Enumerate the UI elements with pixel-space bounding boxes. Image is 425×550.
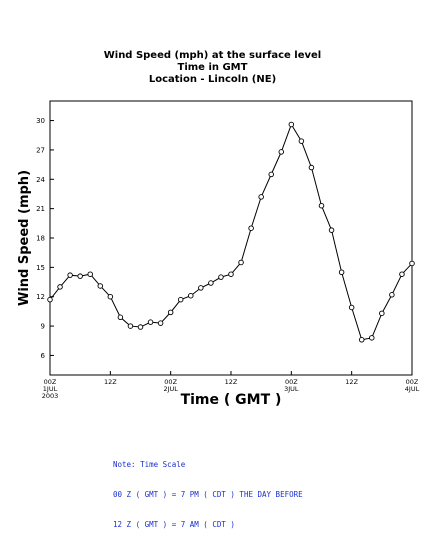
x-tick-label: 12Z	[225, 378, 238, 386]
data-point	[218, 274, 224, 280]
data-point	[107, 293, 114, 300]
y-axis-label: Wind Speed (mph)	[17, 170, 32, 306]
x-tick-label: 3JUL	[284, 385, 299, 393]
x-tick-label: 00Z	[44, 378, 57, 386]
data-point	[288, 121, 295, 128]
data-point	[127, 323, 134, 329]
y-tick-label: 6	[41, 352, 46, 360]
y-tick-label: 21	[36, 205, 45, 213]
x-tick-label: 2003	[42, 392, 59, 400]
chart-title: Wind Speed (mph) at the surface level	[103, 50, 322, 61]
data-point	[268, 171, 274, 178]
note-line: 12 Z ( GMT ) = 7 AM ( CDT )	[113, 520, 235, 529]
series-points	[47, 121, 415, 343]
data-point	[248, 225, 254, 231]
data-point	[348, 304, 355, 311]
note-line: 00 Z ( GMT ) = 7 PM ( CDT ) THE DAY BEFO…	[113, 490, 303, 499]
data-point	[188, 292, 194, 299]
data-point	[328, 227, 335, 233]
data-point	[117, 314, 124, 321]
series-line	[49, 123, 413, 341]
data-point	[338, 269, 345, 276]
data-point	[228, 271, 234, 277]
data-point	[47, 296, 53, 303]
data-point	[167, 309, 174, 316]
data-point	[97, 283, 104, 289]
data-point	[358, 337, 365, 343]
plot-frame	[49, 100, 413, 376]
note-line: Note: Time Scale	[113, 460, 186, 469]
data-point	[399, 271, 405, 277]
data-point	[57, 284, 63, 290]
x-tick-label: 00Z	[285, 378, 298, 386]
x-tick-label: 12Z	[104, 378, 117, 386]
y-tick-label: 24	[36, 176, 45, 184]
data-point	[157, 320, 164, 326]
y-tick-label: 30	[36, 117, 45, 125]
y-tick-label: 15	[36, 264, 45, 272]
x-tick-label: 2JUL	[163, 385, 178, 393]
time-scale-note: Note: Time Scale 00 Z ( GMT ) = 7 PM ( C…	[113, 440, 303, 540]
x-axis-label: Time ( GMT )	[181, 392, 282, 408]
data-point	[198, 285, 204, 291]
x-tick-label: 12Z	[345, 378, 358, 386]
data-point	[298, 138, 305, 144]
data-point	[67, 272, 73, 278]
y-axis: 6 9 12 15 18 21 24 27 30	[36, 117, 54, 360]
y-tick-label: 27	[36, 146, 45, 154]
x-tick-label: 00Z	[164, 378, 177, 386]
data-point	[389, 292, 395, 298]
data-point	[208, 280, 214, 286]
chart-title-block: Wind Speed (mph) at the surface level Ti…	[0, 50, 425, 86]
x-tick-label: 4JUL	[405, 385, 420, 393]
chart-subtitle-time: Time in GMT	[177, 62, 248, 73]
data-point	[258, 194, 264, 200]
data-point	[137, 324, 144, 330]
x-tick-label: 00Z	[406, 378, 419, 386]
y-tick-label: 9	[41, 323, 45, 331]
data-point	[379, 310, 385, 317]
data-point	[238, 259, 244, 266]
data-point	[278, 149, 285, 155]
data-point	[409, 260, 415, 267]
data-point	[369, 335, 375, 341]
chart-subtitle-location: Location - Lincoln (NE)	[148, 74, 277, 85]
x-tick-label: 1JUL	[43, 385, 58, 393]
data-point	[77, 273, 83, 279]
data-point	[177, 296, 184, 303]
data-point	[147, 319, 154, 325]
data-point	[318, 202, 325, 209]
data-point	[87, 271, 93, 277]
y-tick-label: 18	[36, 235, 45, 243]
data-point	[308, 164, 315, 171]
y-tick-label: 12	[36, 293, 45, 301]
